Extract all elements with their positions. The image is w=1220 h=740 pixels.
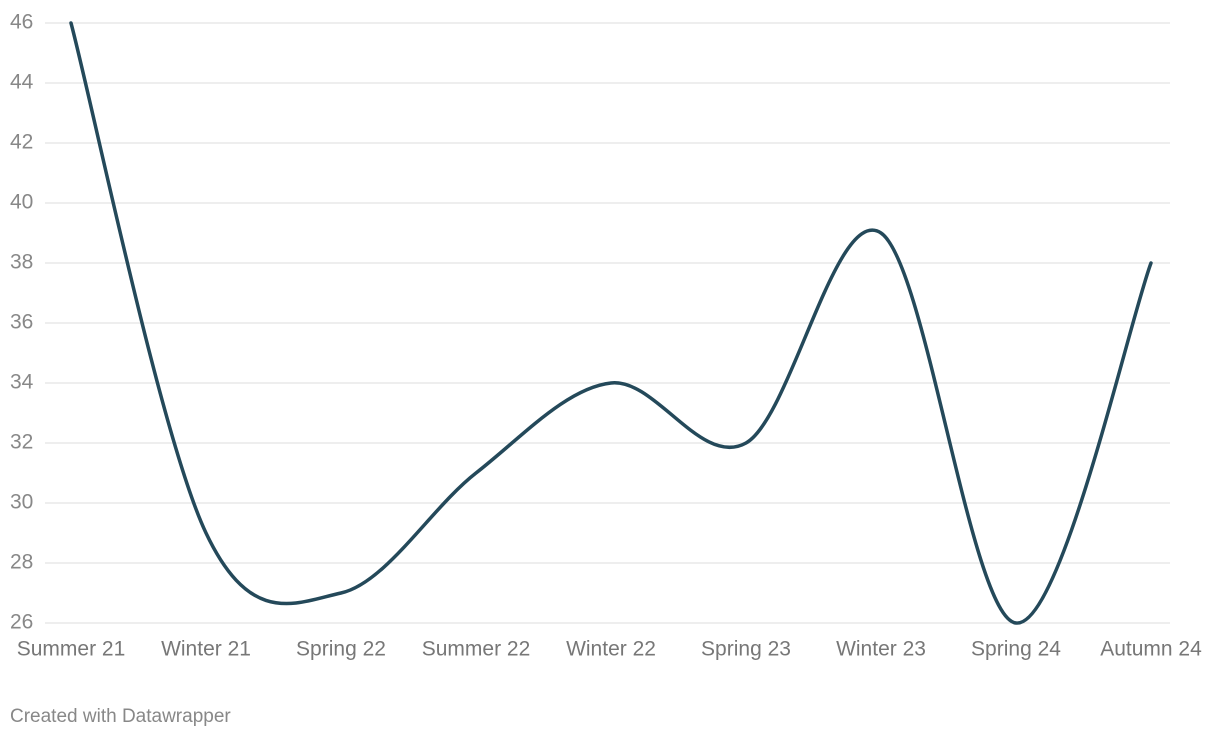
y-tick-label: 40 bbox=[10, 191, 33, 214]
x-tick-label: Spring 23 bbox=[701, 638, 791, 661]
y-tick-label: 30 bbox=[10, 491, 33, 514]
x-tick-label: Spring 22 bbox=[296, 638, 386, 661]
x-tick-label: Summer 21 bbox=[17, 638, 126, 661]
x-tick-label: Spring 24 bbox=[971, 638, 1061, 661]
y-tick-label: 34 bbox=[10, 371, 34, 394]
line bbox=[69, 21, 1153, 625]
y-tick-label: 26 bbox=[10, 611, 33, 634]
y-tick-label: 46 bbox=[10, 11, 33, 34]
y-tick-label: 38 bbox=[10, 251, 33, 274]
x-tick-label: Summer 22 bbox=[422, 638, 531, 661]
y-tick-label: 32 bbox=[10, 431, 33, 454]
y-tick-label: 28 bbox=[10, 551, 33, 574]
y-tick-label: 42 bbox=[10, 131, 33, 154]
y-tick-label: 36 bbox=[10, 311, 33, 334]
x-tick-label: Winter 21 bbox=[161, 638, 251, 661]
footer: Created with Datawrapper bbox=[10, 706, 231, 727]
x-tick-label: Winter 22 bbox=[566, 638, 656, 661]
x-tick-label: Autumn 24 bbox=[1100, 638, 1202, 661]
x-tick-label: Winter 23 bbox=[836, 638, 926, 661]
y-tick-label: 44 bbox=[10, 71, 34, 94]
